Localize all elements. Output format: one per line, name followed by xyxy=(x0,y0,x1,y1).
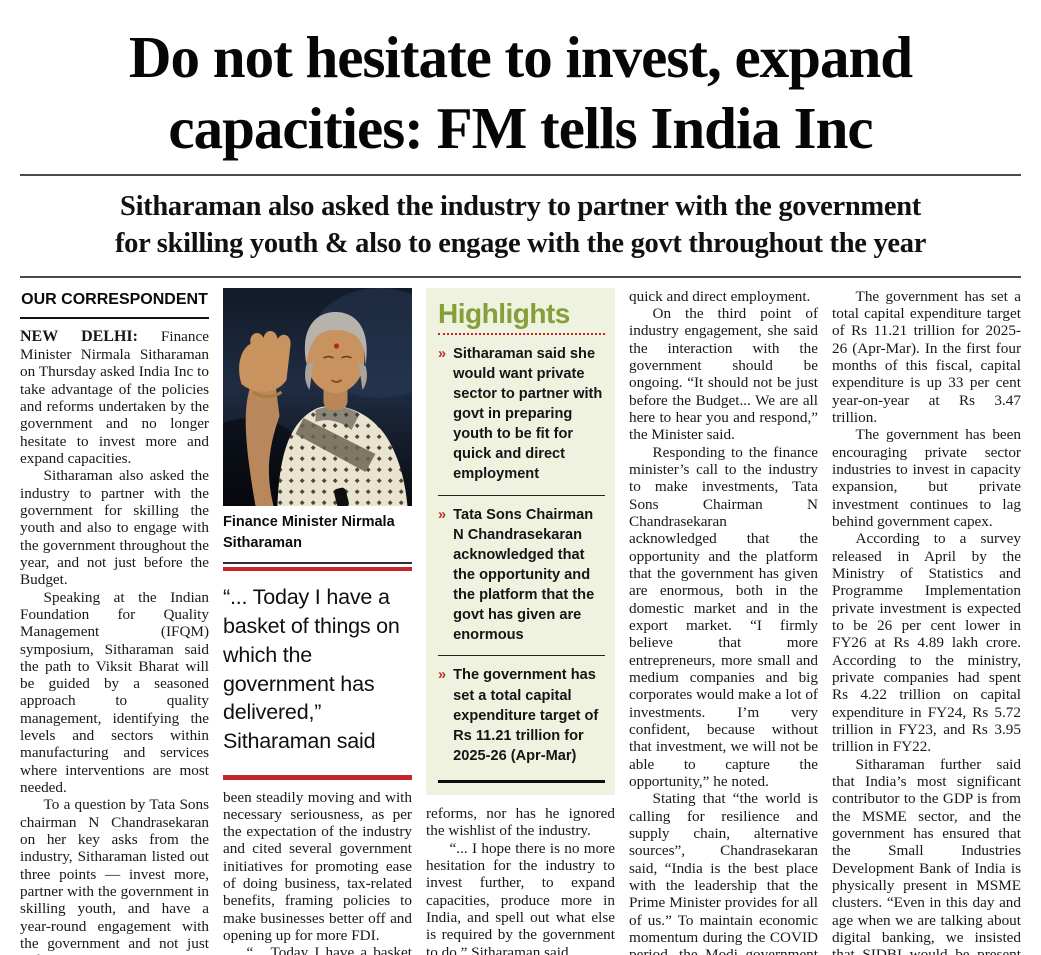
highlights-title: Highlights xyxy=(438,298,605,335)
article-paragraph: Sitharaman also asked the industry to pa… xyxy=(20,467,209,589)
sub-headline: Sitharaman also asked the industry to pa… xyxy=(20,176,1021,276)
highlight-text: Tata Sons Chairman N Chandrasekaran ackn… xyxy=(453,506,595,644)
article-paragraph: Speaking at the Indian Foundation for Qu… xyxy=(20,588,209,797)
quote-bottom-rule xyxy=(223,775,412,780)
article-paragraph: been steadily moving and with necessary … xyxy=(223,788,412,945)
highlights-box: Highlights » Sitharaman said she would w… xyxy=(426,287,615,796)
headline-line-2: capacities: FM tells India Inc xyxy=(168,94,873,161)
column-2: Finance Minister Nirmala Sitharaman “...… xyxy=(223,287,412,955)
dateline: NEW DELHI: xyxy=(20,327,138,345)
article-paragraph: Stating that “the world is calling for r… xyxy=(629,790,818,955)
subheadline-line-1: Sitharaman also asked the industry to pa… xyxy=(120,190,921,222)
headline-line-1: Do not hesitate to invest, expand xyxy=(128,24,913,90)
highlight-text: Sitharaman said she would want private s… xyxy=(453,345,603,483)
headline-divider xyxy=(20,173,1021,176)
highlight-item: » Sitharaman said she would want private… xyxy=(438,335,605,495)
article-paragraph: quick and direct employment. xyxy=(629,287,811,305)
highlight-text: The government has set a total capital e… xyxy=(453,667,599,764)
highlights-end-rule xyxy=(438,780,605,784)
double-chevron-icon: » xyxy=(438,667,447,684)
byline: OUR CORRESPONDENT xyxy=(20,288,209,319)
subheadline-divider xyxy=(20,275,1021,278)
article-paragraph: reforms, nor has he ignored the wishlist… xyxy=(426,805,615,840)
article-paragraph: “... I hope there is no more hesitation … xyxy=(426,839,615,955)
column-1: OUR CORRESPONDENT NEW DELHI: Finance Min… xyxy=(20,288,209,955)
article-body: OUR CORRESPONDENT NEW DELHI: Finance Min… xyxy=(20,287,1021,955)
quote-top-rule xyxy=(223,566,412,572)
column-5: The government has set a total capital e… xyxy=(832,288,1021,955)
article-paragraph: NEW DELHI: Finance Minister Nirmala Sith… xyxy=(20,328,209,468)
highlight-item: » The government has set a total capital… xyxy=(438,655,605,776)
highlight-item: » Tata Sons Chairman N Chandrasekaran ac… xyxy=(438,494,605,656)
pull-quote: “... Today I have a basket of things on … xyxy=(223,585,400,754)
paragraph-text: Finance Minister Nirmala Sitharaman on T… xyxy=(20,327,209,467)
photo-nirmala-sitharaman xyxy=(223,287,412,506)
double-chevron-icon: » xyxy=(438,345,447,362)
article-paragraph: To a question by Tata Sons chairman N Ch… xyxy=(20,796,209,955)
article-paragraph: The government has set a total capital e… xyxy=(832,287,1021,426)
article-paragraph: The government has been encouraging priv… xyxy=(832,426,1021,530)
column-3: Highlights » Sitharaman said she would w… xyxy=(426,287,615,955)
double-chevron-icon: » xyxy=(438,506,447,523)
photo-caption: Finance Minister Nirmala Sitharaman xyxy=(223,506,412,564)
article-paragraph: Responding to the finance minister’s cal… xyxy=(629,443,818,790)
article-paragraph: “... Today I have a basket of things on … xyxy=(246,944,412,955)
article-paragraph: On the third point of industry engagemen… xyxy=(629,305,818,444)
main-headline: Do not hesitate to invest, expand capaci… xyxy=(20,22,1021,164)
article-paragraph: Sitharaman further said that India’s mos… xyxy=(832,755,1021,955)
subheadline-line-2: for skilling youth & also to engage with… xyxy=(114,227,927,259)
article-paragraph: According to a survey released in April … xyxy=(832,530,1021,756)
column-4: quick and direct employment. On the thir… xyxy=(629,288,818,955)
